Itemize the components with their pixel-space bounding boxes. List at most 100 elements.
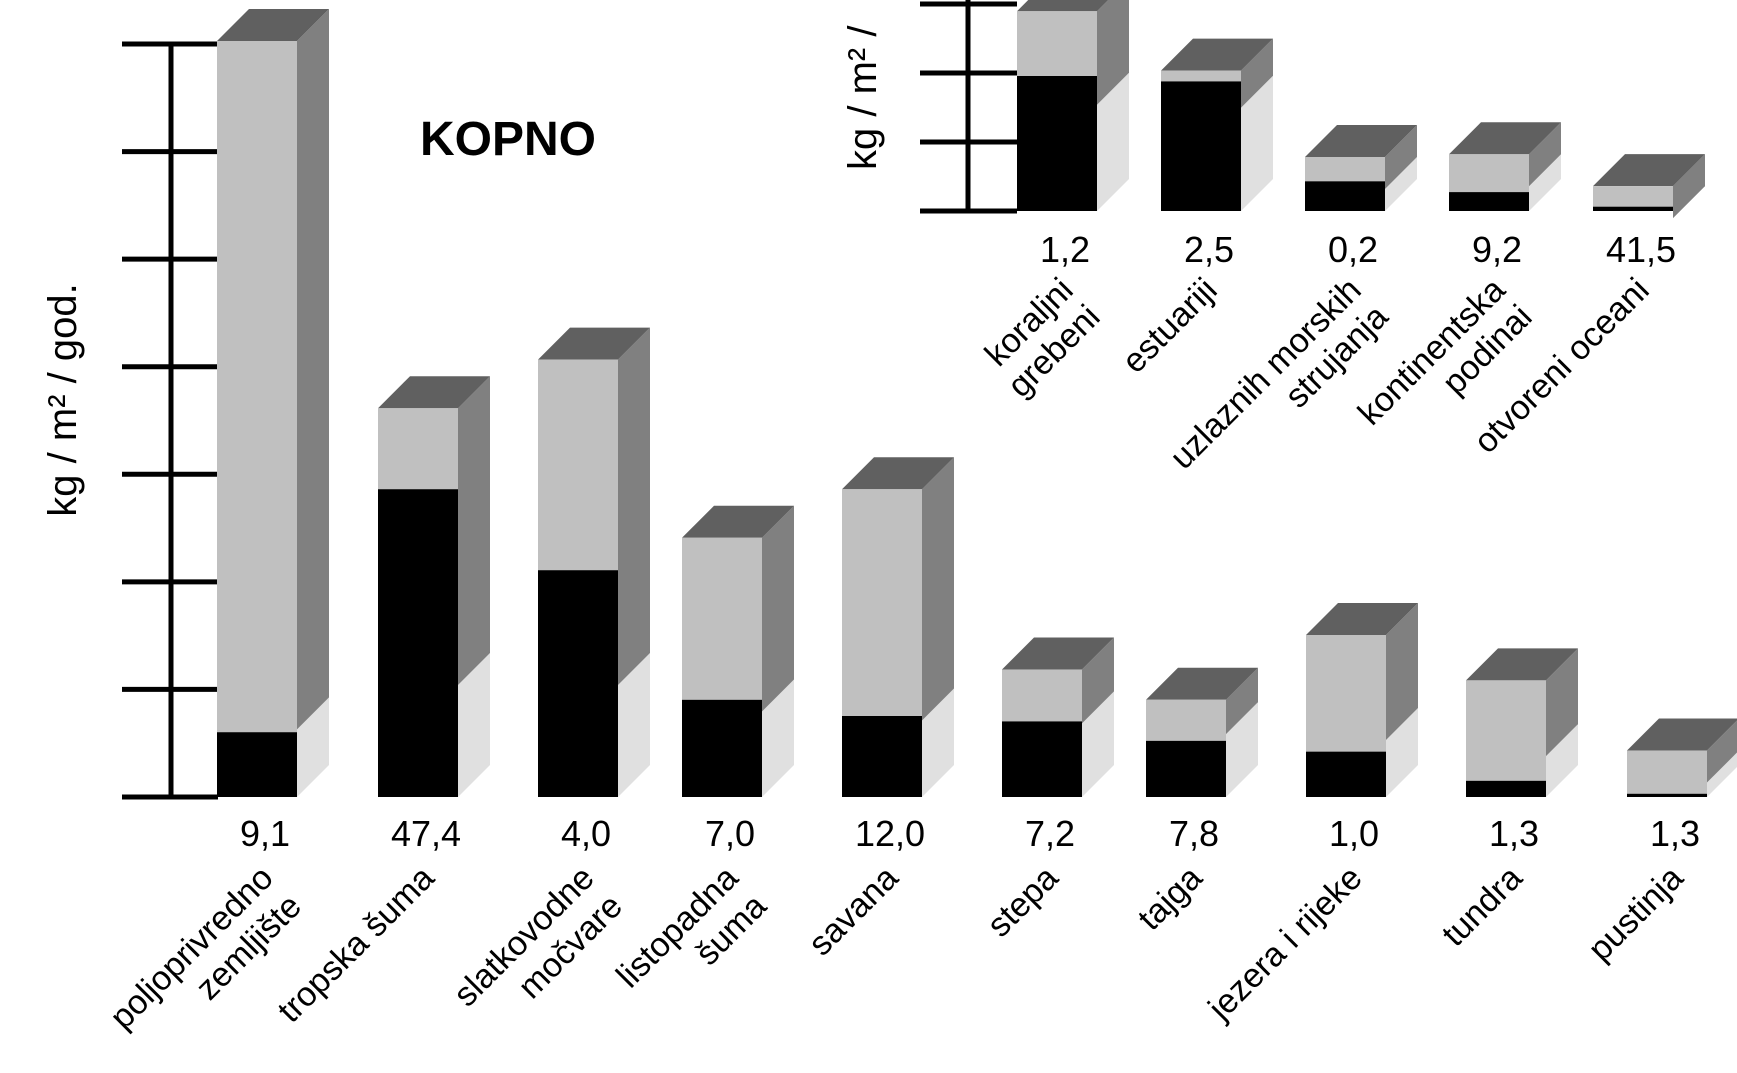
- sea-chart: kg / m² / 1,2 2,5 0,2 9,2 41,5 koraljnigrebe…: [841, 0, 1705, 477]
- sea-bar-side: [1097, 0, 1129, 105]
- land-bar-segment-grey: [682, 537, 762, 700]
- sea-value-label: 9,2: [1472, 229, 1522, 270]
- land-category-label: tundra: [1435, 859, 1530, 954]
- sea-bar-side-lower: [1529, 154, 1561, 211]
- land-bar-side-lower: [458, 653, 490, 797]
- land-bars: [217, 9, 1737, 797]
- land-bar-top: [1306, 603, 1418, 635]
- sea-category-label: koraljnigrebeni: [974, 271, 1108, 405]
- sea-bar: [1017, 0, 1129, 211]
- sea-bar-side: [1385, 125, 1417, 189]
- land-bar: [1306, 603, 1418, 797]
- land-bar-side-lower: [1082, 691, 1114, 797]
- land-bar: [1466, 648, 1578, 797]
- land-value-label: 1,3: [1650, 813, 1700, 854]
- land-category-label: stepa: [980, 859, 1066, 945]
- land-bar-top: [378, 376, 490, 409]
- land-bar-segment-black: [1002, 721, 1082, 797]
- land-bar-side: [1707, 720, 1737, 783]
- land-value-label: 12,0: [855, 813, 925, 854]
- sea-y-axis-label: kg / m² /: [841, 25, 885, 170]
- land-bar-side-lower: [618, 653, 650, 797]
- land-bar-segment-black: [682, 699, 762, 797]
- sea-bar-top: [1017, 0, 1109, 12]
- land-bar-segment-black: [1306, 751, 1386, 797]
- sea-bar-segment-black: [1017, 76, 1097, 211]
- land-bar: [1002, 637, 1114, 797]
- land-y-ticks: [122, 41, 218, 800]
- land-bar-segment-grey: [378, 408, 458, 490]
- land-category-label: jezera i rijeke: [1200, 859, 1369, 1028]
- land-bar-segment-black: [217, 732, 297, 797]
- land-value-labels: 9,1 47,4 4,0 7,0 12,0 7,2 7,8 1,0 1,3 1,3: [240, 813, 1700, 854]
- land-category-label: listopadnašuma: [609, 859, 774, 1024]
- land-bar: [378, 376, 490, 797]
- land-category-line: tropska šuma: [270, 859, 441, 1030]
- sea-bar-side: [1241, 38, 1273, 108]
- land-bar-side-lower: [1546, 724, 1578, 797]
- sea-bar-segment-grey: [1449, 154, 1529, 193]
- land-category-line: tajga: [1131, 859, 1210, 938]
- land-chart-title: KOPNO: [420, 113, 596, 166]
- sea-bar-top: [1305, 125, 1417, 157]
- sea-value-label: 1,2: [1040, 229, 1090, 270]
- land-bar-top: [682, 505, 794, 538]
- land-value-label: 7,2: [1025, 813, 1075, 854]
- land-bar-segment-black: [1466, 780, 1546, 797]
- land-bar-segment-grey: [1146, 699, 1226, 741]
- land-bar-side: [1226, 667, 1258, 735]
- sea-bar-segment-grey: [1017, 11, 1097, 77]
- land-y-axis-label: kg / m² / god.: [41, 283, 85, 516]
- land-category-label: pustinja: [1581, 859, 1691, 969]
- land-bar-side: [1546, 648, 1578, 757]
- land-bar: [682, 505, 794, 797]
- land-bar-top: [1002, 637, 1114, 670]
- land-category-line: jezera i rijeke: [1200, 859, 1369, 1028]
- land-bar-segment-black: [378, 489, 458, 797]
- land-bar-side-lower: [1707, 752, 1737, 797]
- sea-bar-segment-grey: [1593, 186, 1673, 207]
- land-bar-top: [538, 327, 650, 360]
- land-bar-segment-black: [1146, 740, 1226, 797]
- land-bar-segment-grey: [1306, 635, 1386, 752]
- land-bar: [217, 9, 329, 797]
- land-bar-side-lower: [762, 679, 794, 797]
- sea-category-label: estuariji: [1115, 271, 1225, 381]
- land-value-label: 47,4: [391, 813, 461, 854]
- sea-bar-side: [1673, 154, 1705, 219]
- sea-bar-top: [1161, 38, 1273, 71]
- land-value-label: 1,0: [1329, 813, 1379, 854]
- sea-category-line: estuariji: [1115, 271, 1225, 381]
- land-bar-segment-grey: [217, 41, 297, 733]
- land-bar-side: [1082, 637, 1114, 724]
- land-bar-top: [842, 457, 954, 490]
- land-category-label: poljoprivrednozemljište: [103, 859, 309, 1065]
- land-category-label: tajga: [1131, 859, 1210, 938]
- land-bar-top: [217, 9, 329, 41]
- land-bar-side-lower: [1386, 708, 1418, 797]
- land-category-label: tropska šuma: [270, 859, 441, 1030]
- land-bar-segment-grey: [842, 489, 922, 716]
- land-bar-segment-grey: [538, 359, 618, 571]
- sea-bar-segment-grey: [1161, 70, 1241, 82]
- land-bar-side: [618, 327, 650, 685]
- land-category-line: stepa: [980, 859, 1066, 945]
- land-bar-side: [1386, 603, 1418, 741]
- land-value-label: 4,0: [561, 813, 611, 854]
- land-bar-segment-grey: [1627, 750, 1707, 794]
- sea-bar-side-lower: [1241, 75, 1273, 211]
- land-category-line: tundra: [1435, 859, 1530, 954]
- sea-value-label: 0,2: [1328, 229, 1378, 270]
- land-category-line: pustinja: [1581, 859, 1691, 969]
- land-bar-side: [762, 505, 794, 712]
- sea-bar-segment-black: [1161, 81, 1241, 212]
- sea-bar: [1449, 122, 1561, 211]
- land-bar-side: [922, 457, 954, 721]
- sea-value-label: 41,5: [1606, 229, 1676, 270]
- land-bar-top: [1627, 718, 1737, 751]
- land-bar-top: [1466, 648, 1578, 681]
- land-bar-top: [1146, 667, 1258, 700]
- land-bar: [1627, 718, 1737, 797]
